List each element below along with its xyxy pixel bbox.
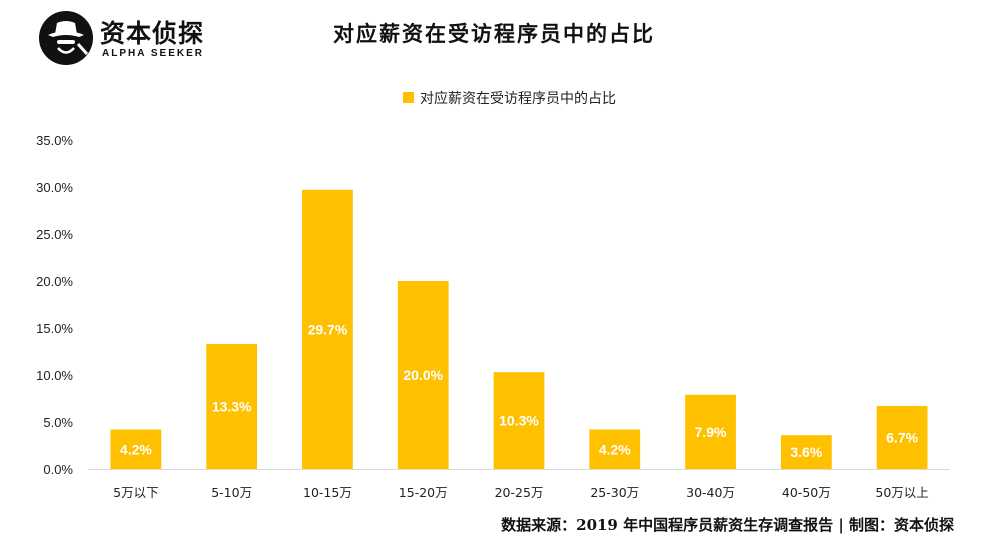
y-tick-label: 30.0% (36, 180, 73, 195)
bar-value-label: 4.2% (599, 441, 631, 457)
y-tick-label: 15.0% (36, 321, 73, 336)
brand-name: 资本侦探 (100, 19, 205, 48)
bar-value-label: 20.0% (403, 367, 443, 383)
detective-hat-icon (39, 11, 93, 65)
chart-title: 对应薪资在受访程序员中的占比 (333, 21, 655, 46)
bar-value-label: 10.3% (499, 413, 539, 429)
chart-legend: 对应薪资在受访程序员中的占比 (403, 90, 616, 107)
brand-tagline: ALPHA SEEKER (102, 48, 204, 59)
bars (110, 189, 928, 469)
data-labels: 4.2% 13.3% 29.7% 20.0% 10.3% 4.2% 7.9% 3.6% 6.7% (120, 321, 919, 460)
x-tick-label: 25-30万 (590, 485, 639, 500)
bar (302, 189, 353, 469)
bar-value-label: 4.2% (120, 441, 152, 457)
x-tick-label: 10-15万 (303, 485, 352, 500)
y-tick-label: 0.0% (43, 462, 73, 477)
y-axis: 0.0% 5.0% 10.0% 15.0% 20.0% 25.0% 30.0% 35.0% (36, 133, 73, 477)
bar (685, 394, 736, 469)
x-tick-label: 30-40万 (686, 485, 735, 500)
x-tick-label: 5万以下 (113, 485, 158, 500)
bar-value-label: 13.3% (212, 398, 252, 414)
bar (780, 435, 832, 469)
brand-logo: 资本侦探 ALPHA SEEKER (38, 10, 238, 66)
bar-value-label: 3.6% (790, 444, 822, 460)
x-tick-label: 20-25万 (495, 485, 544, 500)
y-tick-label: 25.0% (36, 227, 73, 242)
legend-swatch (403, 92, 414, 103)
x-tick-label: 15-20万 (399, 485, 448, 500)
x-tick-label: 40-50万 (782, 485, 831, 500)
y-tick-label: 20.0% (36, 274, 73, 289)
x-axis: 5万以下 5-10万 10-15万 15-20万 20-25万 25-30万 30-40万 4… (113, 485, 929, 500)
bar (110, 429, 162, 469)
bar (206, 343, 258, 469)
y-tick-label: 5.0% (43, 415, 73, 430)
source-note: 数据来源：2019 年中国程序员薪资生存调查报告 | 制图：资本侦探 (501, 516, 954, 534)
bar (876, 406, 928, 469)
bar-value-label: 29.7% (308, 321, 348, 337)
x-tick-label: 5-10万 (211, 485, 252, 500)
bar (589, 429, 641, 469)
bar (397, 281, 449, 469)
bar (493, 372, 545, 469)
bar-value-label: 7.9% (695, 424, 727, 440)
legend-label: 对应薪资在受访程序员中的占比 (420, 90, 616, 107)
bar-value-label: 6.7% (886, 430, 918, 446)
y-tick-label: 10.0% (36, 368, 73, 383)
y-tick-label: 35.0% (36, 133, 73, 148)
x-tick-label: 50万以上 (875, 485, 928, 500)
